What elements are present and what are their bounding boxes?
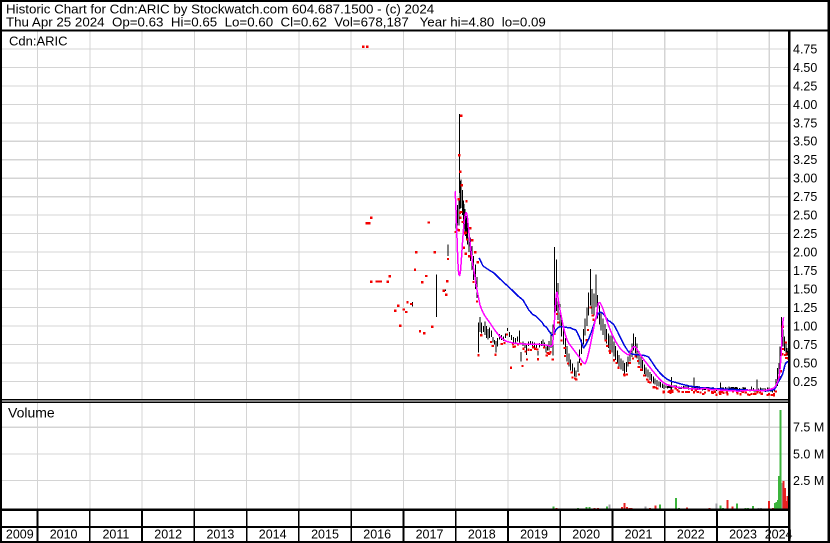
svg-text:7.5 M: 7.5 M — [793, 421, 824, 435]
svg-text:2017: 2017 — [416, 528, 444, 542]
svg-text:Cdn:ARIC: Cdn:ARIC — [9, 34, 68, 49]
svg-text:4.75: 4.75 — [793, 42, 817, 56]
svg-text:5.0 M: 5.0 M — [793, 447, 824, 461]
svg-text:2015: 2015 — [311, 528, 339, 542]
svg-text:2018: 2018 — [468, 528, 496, 542]
svg-text:2.75: 2.75 — [793, 190, 817, 204]
svg-text:2016: 2016 — [363, 528, 391, 542]
svg-text:2013: 2013 — [206, 528, 234, 542]
svg-text:3.25: 3.25 — [793, 153, 817, 167]
svg-text:2022: 2022 — [677, 528, 705, 542]
svg-text:0.25: 0.25 — [793, 375, 817, 389]
svg-text:2.50: 2.50 — [793, 209, 817, 223]
svg-text:1.50: 1.50 — [793, 283, 817, 297]
svg-text:4.25: 4.25 — [793, 79, 817, 93]
svg-text:4.00: 4.00 — [793, 98, 817, 112]
svg-text:2012: 2012 — [154, 528, 182, 542]
svg-text:3.50: 3.50 — [793, 135, 817, 149]
svg-text:2021: 2021 — [625, 528, 653, 542]
svg-text:0.75: 0.75 — [793, 338, 817, 352]
svg-text:1.75: 1.75 — [793, 264, 817, 278]
svg-text:2.00: 2.00 — [793, 246, 817, 260]
svg-text:Thu Apr 25 2024 Op=0.63 Hi=0: Thu Apr 25 2024 Op=0.63 Hi=0.65 Lo=0.60 … — [6, 15, 546, 30]
svg-text:Volume: Volume — [8, 404, 55, 420]
svg-text:2.25: 2.25 — [793, 227, 817, 241]
svg-text:Historic Chart for Cdn:ARIC by: Historic Chart for Cdn:ARIC by Stockwatc… — [6, 1, 435, 16]
svg-text:2023: 2023 — [729, 528, 757, 542]
svg-text:2.5 M: 2.5 M — [793, 474, 824, 488]
svg-text:3.00: 3.00 — [793, 172, 817, 186]
svg-text:2009: 2009 — [6, 528, 34, 542]
svg-text:0.50: 0.50 — [793, 356, 817, 370]
svg-text:2011: 2011 — [102, 528, 129, 542]
svg-text:2020: 2020 — [572, 528, 600, 542]
svg-text:2019: 2019 — [520, 528, 548, 542]
svg-text:4.50: 4.50 — [793, 61, 817, 75]
svg-text:2010: 2010 — [50, 528, 78, 542]
svg-text:2024: 2024 — [765, 528, 793, 542]
svg-text:3.75: 3.75 — [793, 116, 817, 130]
svg-text:1.00: 1.00 — [793, 320, 817, 334]
svg-text:2014: 2014 — [259, 528, 287, 542]
svg-text:1.25: 1.25 — [793, 301, 817, 315]
